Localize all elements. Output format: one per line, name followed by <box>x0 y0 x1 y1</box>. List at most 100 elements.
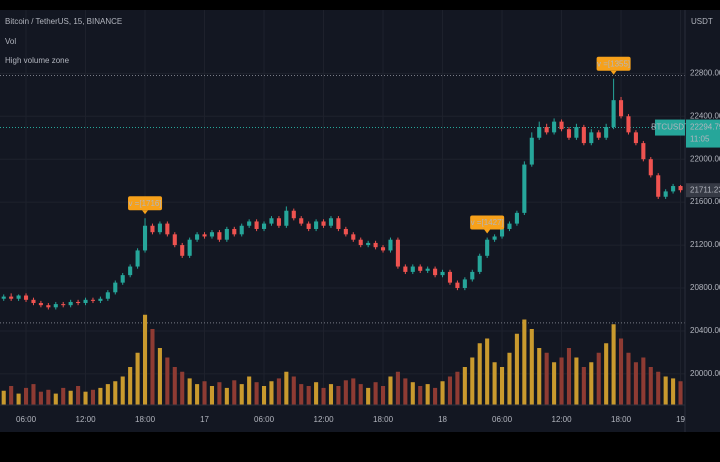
candle-body <box>514 212 519 224</box>
volume-bar <box>358 384 363 405</box>
candle-body <box>618 100 624 117</box>
candle-body <box>604 126 609 138</box>
candle-body <box>299 218 304 224</box>
volume-bar <box>232 380 237 405</box>
candle-body <box>433 268 438 276</box>
candle-body <box>202 234 207 237</box>
candle-body <box>440 271 445 276</box>
volume-bar <box>150 329 155 405</box>
candle-body <box>611 100 616 127</box>
candle-body <box>165 223 170 235</box>
candle-body <box>559 121 564 130</box>
volume-bar <box>269 381 274 405</box>
volume-bar <box>90 389 96 405</box>
volume-bar <box>589 362 594 405</box>
volume-bar <box>328 384 334 405</box>
volume-bar <box>187 378 192 405</box>
candle-body <box>247 221 252 226</box>
candle-body <box>529 137 534 165</box>
y-tick-label: 22400.00 <box>690 111 720 120</box>
volume-bar <box>16 393 21 405</box>
x-tick-label: 19 <box>676 415 685 424</box>
x-tick-label: 12:00 <box>76 415 97 424</box>
annotation-pointer <box>610 70 617 75</box>
volume-bar <box>224 387 229 405</box>
candle-body <box>425 268 430 271</box>
volume-bar <box>514 333 519 405</box>
candle-body <box>291 210 296 219</box>
candle-body <box>23 295 29 300</box>
annotation-text: v =[1716] <box>128 199 161 208</box>
candle-body <box>566 129 572 138</box>
volume-bar <box>671 378 676 405</box>
volume-bar <box>574 357 579 405</box>
candle-body <box>671 186 676 192</box>
volume-bar <box>366 387 371 405</box>
volume-bar <box>626 352 631 405</box>
candle-body <box>596 132 601 138</box>
candle-body <box>388 239 393 251</box>
candle-body <box>150 225 155 233</box>
candle-body <box>172 234 177 246</box>
volume-bar <box>247 376 252 405</box>
candle-body <box>581 126 586 144</box>
volume-bar <box>418 386 423 405</box>
volume-bar <box>195 384 200 405</box>
candle-body <box>269 218 274 224</box>
price-tag <box>655 119 685 136</box>
volume-bar <box>544 352 549 405</box>
candle-body <box>9 296 14 299</box>
volume-bar <box>447 376 453 405</box>
candle-body <box>477 255 482 272</box>
candle-body <box>343 228 348 235</box>
candle-body <box>224 228 229 240</box>
x-tick-label: 12:00 <box>552 415 573 424</box>
volume-bar <box>261 386 267 405</box>
candle-body <box>403 266 408 272</box>
candle-body <box>142 225 148 251</box>
candle-body <box>410 266 415 272</box>
currency-label: USDT <box>691 17 713 26</box>
price-axis <box>685 10 720 432</box>
candle-body <box>98 298 103 301</box>
volume-bar <box>433 387 438 405</box>
annotation-text: v =[1355] <box>597 59 630 68</box>
candle-body <box>485 239 490 256</box>
x-tick-label: 06:00 <box>254 415 275 424</box>
volume-bar <box>53 393 58 405</box>
candle-body <box>626 116 631 133</box>
candle-body <box>187 239 192 256</box>
volume-bar <box>648 367 653 405</box>
volume-bar <box>113 381 118 405</box>
candle-body <box>68 301 73 306</box>
candle-body <box>284 210 289 226</box>
candle-body <box>31 299 36 304</box>
candle-body <box>336 218 341 229</box>
candle-body <box>113 282 118 293</box>
candle-body <box>314 221 319 229</box>
volume-bar <box>9 386 14 405</box>
volume-bar <box>529 329 534 405</box>
candle-body <box>261 223 267 229</box>
volume-bar <box>552 362 557 405</box>
volume-bar <box>425 384 430 405</box>
volume-bar <box>477 343 482 405</box>
plot <box>0 74 685 405</box>
volume-bar <box>217 382 222 405</box>
volume-bar <box>663 376 668 405</box>
candle-body <box>522 164 527 213</box>
volume-bar <box>98 387 103 405</box>
candle-body <box>321 221 326 226</box>
candle-body <box>90 299 96 301</box>
candle-body <box>232 228 237 235</box>
volume-bar <box>172 367 177 405</box>
candle-body <box>462 279 467 289</box>
candle-body <box>276 218 281 226</box>
candle-body <box>254 221 259 229</box>
x-tick-label: 17 <box>200 415 209 424</box>
candle-body <box>470 271 475 280</box>
volume-bar <box>135 352 140 405</box>
volume-bar <box>128 367 133 405</box>
volume-bar <box>61 387 66 405</box>
